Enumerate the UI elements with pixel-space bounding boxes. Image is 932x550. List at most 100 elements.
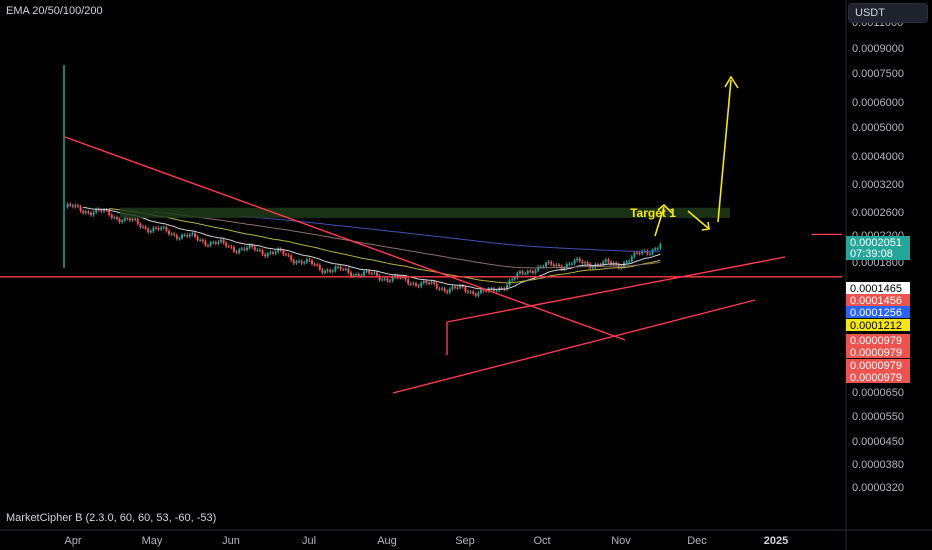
candle-body — [95, 209, 98, 213]
candle-body — [165, 227, 168, 231]
currency-selector[interactable]: USDT — [848, 3, 928, 23]
candle-body — [217, 241, 220, 244]
candle-body — [389, 280, 391, 282]
candle-body — [77, 205, 79, 207]
candle-body — [365, 270, 368, 272]
candle-body — [175, 235, 178, 239]
candle-body — [357, 274, 360, 277]
ema-200-line — [239, 215, 661, 252]
candle-body — [615, 262, 618, 265]
candle-body — [464, 287, 467, 292]
price-tag-value: 0.0000979 — [850, 347, 902, 359]
candle-body — [183, 234, 186, 236]
candle-body — [404, 276, 407, 280]
candle-body — [649, 253, 651, 255]
oscillator-label[interactable]: MarketCipher B (2.3.0, 60, 60, 53, -60, … — [6, 512, 217, 524]
candle-body — [441, 288, 443, 290]
candle-body — [563, 267, 566, 270]
candle-body — [207, 245, 209, 247]
candle-body — [339, 266, 342, 270]
candle-body — [264, 254, 267, 257]
candle-body — [238, 249, 241, 253]
candle-body — [425, 281, 428, 283]
candle-body — [337, 266, 339, 268]
candle-body — [428, 282, 430, 284]
candle-body — [529, 270, 532, 272]
candle-body — [482, 289, 485, 291]
price-tag-value: 0.0002051 — [850, 237, 902, 249]
candle-body — [108, 210, 111, 215]
candle-body — [576, 258, 579, 261]
candle-body — [448, 288, 451, 293]
candle-body — [259, 249, 261, 251]
candle-body — [638, 252, 641, 254]
candle-body — [155, 227, 157, 229]
candle-body — [571, 263, 573, 265]
candle-body — [539, 266, 542, 268]
ema-50-line — [109, 208, 661, 284]
candle-body — [173, 233, 176, 236]
candlestick-series — [63, 65, 662, 298]
candle-body — [129, 218, 131, 221]
time-tick-label: Apr — [64, 535, 81, 547]
candle-body — [287, 254, 290, 256]
candle-body — [162, 227, 165, 229]
candle-body — [136, 219, 139, 224]
price-tick-label: 0.0007500 — [852, 68, 904, 80]
candle-body — [331, 270, 334, 272]
candle-body — [123, 217, 126, 221]
candle-body — [196, 236, 199, 241]
candle-body — [363, 271, 365, 276]
candle-body — [477, 292, 480, 296]
candle-body — [134, 218, 137, 220]
price-tick-label: 0.0004000 — [852, 151, 904, 163]
candle-body — [591, 267, 594, 269]
candle-body — [230, 246, 233, 248]
candle-body — [378, 275, 381, 280]
projection-arrow-head — [701, 221, 710, 231]
candle-body — [240, 248, 243, 250]
candle-body — [66, 204, 69, 207]
time-tick-label: Oct — [533, 535, 550, 547]
ema-indicator-label[interactable]: EMA 20/50/100/200 — [6, 5, 103, 17]
projection-arrow-up-1 — [654, 206, 665, 237]
candle-body — [602, 261, 605, 265]
candle-body — [407, 279, 410, 284]
candle-body — [552, 264, 555, 266]
candle-body — [160, 227, 163, 230]
candle-body — [412, 283, 415, 285]
time-tick-label: Aug — [377, 535, 397, 547]
price-tag-value: 0.0000979 — [850, 335, 902, 347]
candle-body — [651, 249, 654, 254]
candle-body — [487, 288, 490, 291]
target-label: Target 1 — [630, 206, 676, 220]
candle-body — [178, 238, 181, 240]
price-tags: 0.000205107:39:080.00014650.00014560.000… — [846, 236, 910, 384]
time-axis[interactable]: Apr May Jun Jul Aug Sep Oct Nov Dec 2025 — [64, 535, 788, 547]
candle-body — [469, 291, 472, 293]
candle-body — [144, 226, 147, 229]
candle-body — [105, 209, 108, 211]
candle-body — [222, 240, 225, 243]
time-tick-label: Jun — [222, 535, 240, 547]
candle-body — [170, 233, 173, 235]
candle-body — [274, 251, 277, 254]
candle-body — [480, 289, 482, 293]
candle-body — [659, 244, 662, 249]
candle-body — [84, 211, 87, 213]
candle-body — [623, 262, 625, 268]
candle-body — [321, 269, 324, 273]
candle-body — [303, 262, 306, 264]
candle-body — [261, 250, 264, 255]
candle-body — [433, 281, 436, 284]
candle-body — [526, 270, 529, 274]
candle-body — [181, 235, 183, 239]
candle-body — [100, 210, 103, 212]
candle-body — [355, 274, 358, 276]
candle-body — [149, 231, 152, 233]
time-tick-label: 2025 — [764, 535, 788, 547]
projection-arrow-head — [657, 203, 673, 214]
candle-body — [209, 242, 212, 246]
candle-body — [79, 206, 82, 212]
